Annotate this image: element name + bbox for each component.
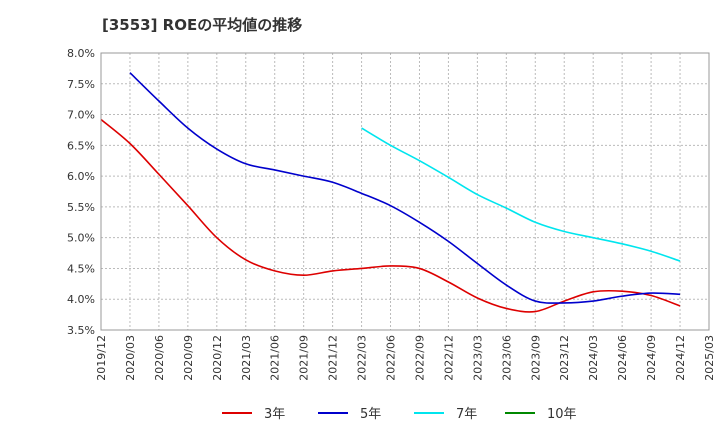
x-tick-label: 2022/09 [413, 335, 426, 381]
x-tick-label: 2023/12 [558, 335, 571, 381]
x-tick-label: 2020/12 [211, 335, 224, 381]
x-tick-label: 2023/06 [500, 335, 513, 381]
y-tick-label: 8.0% [67, 47, 95, 60]
x-axis: 2019/12 2020/03 2020/06 2020/09 2020/12 2021/… [95, 335, 716, 381]
series-line-1 [129, 72, 681, 304]
legend-label-3: 10年 [547, 407, 577, 422]
legend-label-0: 3年 [264, 407, 285, 422]
y-tick-label: 4.5% [67, 262, 95, 275]
y-tick-label: 5.5% [67, 201, 95, 214]
plot-frame [100, 52, 710, 331]
x-tick-label: 2024/03 [587, 335, 600, 381]
y-axis: 8.0% 7.5% 7.0% 6.5% 6.0% 5.5% 5.0% 4.5% 4.0% 3.5% [67, 47, 95, 337]
legend: 3年 5年 7年 10年 [222, 407, 577, 422]
y-tick-label: 5.0% [67, 232, 95, 245]
x-tick-label: 2020/09 [182, 335, 195, 381]
x-tick-label: 2021/03 [240, 335, 253, 381]
x-tick-label: 2022/03 [356, 335, 369, 381]
x-tick-label: 2023/03 [471, 335, 484, 381]
x-tick-label: 2024/09 [645, 335, 658, 381]
x-tick-label: 2022/12 [442, 335, 455, 381]
legend-label-2: 7年 [456, 407, 477, 422]
x-tick-label: 2023/09 [529, 335, 542, 381]
x-tick-label: 2020/06 [153, 335, 166, 381]
y-tick-label: 7.5% [67, 78, 95, 91]
y-tick-label: 3.5% [67, 324, 95, 337]
x-tick-label: 2020/03 [124, 335, 137, 381]
series-line-0 [100, 118, 681, 313]
x-tick-label: 2021/09 [298, 335, 311, 381]
y-tick-label: 4.0% [67, 293, 95, 306]
x-tick-label: 2024/06 [616, 335, 629, 381]
legend-label-1: 5年 [360, 407, 381, 422]
x-tick-label: 2021/12 [327, 335, 340, 381]
chart-title: [3553] ROEの平均値の推移 [102, 16, 302, 34]
x-tick-label: 2024/12 [674, 335, 687, 381]
y-tick-label: 6.5% [67, 139, 95, 152]
grid [100, 52, 710, 331]
y-tick-label: 7.0% [67, 109, 95, 122]
y-tick-label: 6.0% [67, 170, 95, 183]
x-tick-label: 2022/06 [385, 335, 398, 381]
x-tick-label: 2025/03 [703, 335, 716, 381]
series-line-2 [361, 127, 681, 262]
x-tick-label: 2019/12 [95, 335, 108, 381]
series-lines [100, 72, 681, 313]
x-tick-label: 2021/06 [269, 335, 282, 381]
